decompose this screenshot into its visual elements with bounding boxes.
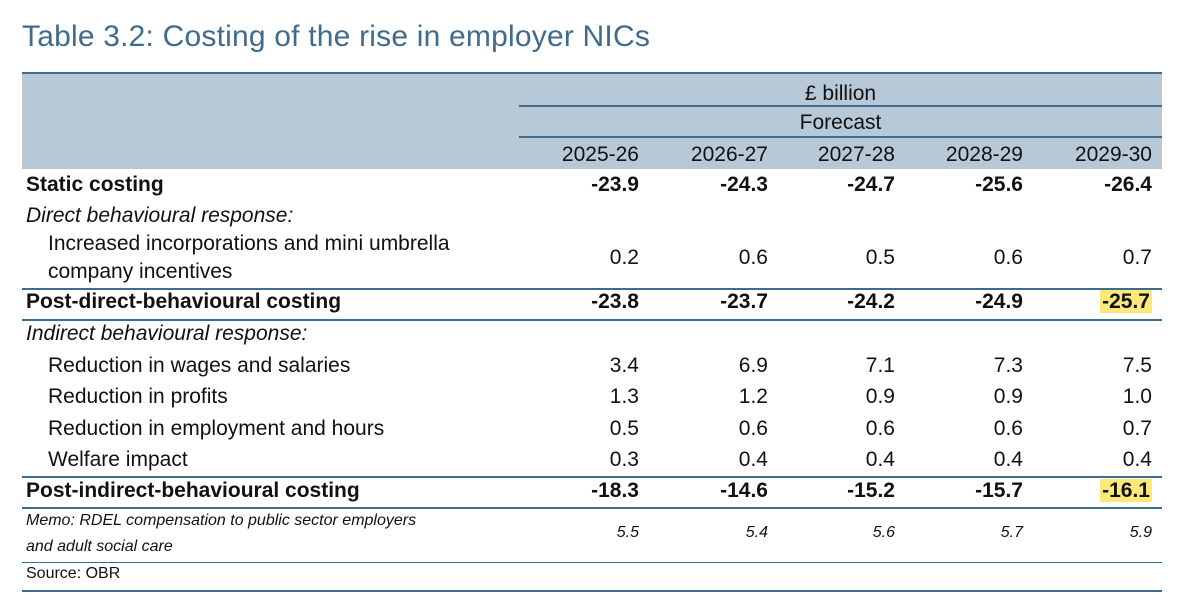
cell: 0.4 [738, 448, 768, 471]
year-header: 2026-27 [690, 143, 768, 166]
cell: 0.4 [865, 448, 895, 471]
cell: 0.4 [1122, 448, 1152, 471]
table-title: Table 3.2: Costing of the rise in employ… [22, 20, 651, 53]
cell: 7.3 [993, 354, 1023, 377]
cell: 0.6 [993, 246, 1023, 269]
unit-label: £ billion [804, 82, 877, 105]
cell: 0.3 [609, 448, 639, 471]
cell: -16.1 [1032, 479, 1152, 503]
cell: 1.3 [609, 385, 639, 408]
row-label: Reduction in employment and hours [48, 417, 385, 440]
cell: -24.7 [847, 173, 895, 196]
memo-label-line1: Memo: RDEL compensation to public sector… [26, 512, 417, 529]
row-label: Post-indirect-behavioural costing [26, 479, 360, 502]
row-label-line1: Increased incorporations and mini umbrel… [48, 232, 450, 255]
cell: 5.7 [1000, 524, 1023, 541]
cell: -25.6 [975, 173, 1023, 196]
cell: -15.7 [975, 479, 1023, 502]
cell: 6.9 [738, 354, 768, 377]
year-header: 2028-29 [945, 143, 1023, 166]
cell: -26.4 [1104, 173, 1152, 196]
cell: -25.7 [1032, 290, 1152, 314]
row-label: Reduction in profits [48, 385, 228, 408]
cell: 7.5 [1122, 354, 1152, 377]
cell: -14.6 [720, 479, 768, 502]
cell: -24.2 [847, 290, 895, 313]
row-label: Welfare impact [48, 448, 188, 471]
cell: 0.6 [865, 417, 895, 440]
year-header: 2025-26 [561, 143, 639, 166]
highlighted-value: -25.7 [1100, 290, 1152, 313]
cell: 0.5 [865, 246, 895, 269]
cell: 3.4 [609, 354, 639, 377]
row-label-line2: company incentives [48, 260, 233, 283]
table-header: £ billion Forecast 2025-26 2026-27 2027-… [22, 72, 1162, 169]
cell: 0.9 [993, 385, 1023, 408]
memo-label-line2: and adult social care [26, 538, 173, 555]
costing-table: £ billion Forecast 2025-26 2026-27 2027-… [22, 72, 1162, 592]
row-label: Reduction in wages and salaries [48, 354, 351, 377]
cell: -18.3 [591, 479, 639, 502]
year-header: 2029-30 [1074, 143, 1152, 166]
cell: -23.8 [591, 290, 639, 313]
row-label: Static costing [26, 173, 164, 196]
cell: 5.9 [1129, 524, 1152, 541]
row-label: Post-direct-behavioural costing [26, 290, 342, 313]
cell: 0.7 [1122, 246, 1152, 269]
cell: 0.6 [738, 417, 768, 440]
cell: 0.6 [738, 246, 768, 269]
cell: 7.1 [865, 354, 895, 377]
highlighted-value: -16.1 [1100, 479, 1152, 502]
cell: 1.2 [738, 385, 768, 408]
cell: 0.5 [609, 417, 639, 440]
year-header: 2027-28 [817, 143, 895, 166]
cell: -24.3 [720, 173, 768, 196]
forecast-label: Forecast [799, 111, 882, 134]
year-headers: 2025-26 2026-27 2027-28 2028-29 2029-30 [519, 143, 1162, 169]
cell: -23.9 [591, 173, 639, 196]
cell: 0.2 [609, 246, 639, 269]
cell: -15.2 [847, 479, 895, 502]
cell: 0.9 [865, 385, 895, 408]
cell: 5.4 [745, 524, 768, 541]
cell: 0.7 [1122, 417, 1152, 440]
cell: -23.7 [720, 290, 768, 313]
cell: 5.5 [616, 524, 639, 541]
cell: 0.6 [993, 417, 1023, 440]
cell: 5.6 [872, 524, 895, 541]
cell: -24.9 [975, 290, 1023, 313]
cell: 0.4 [993, 448, 1023, 471]
cell: 1.0 [1122, 385, 1152, 408]
